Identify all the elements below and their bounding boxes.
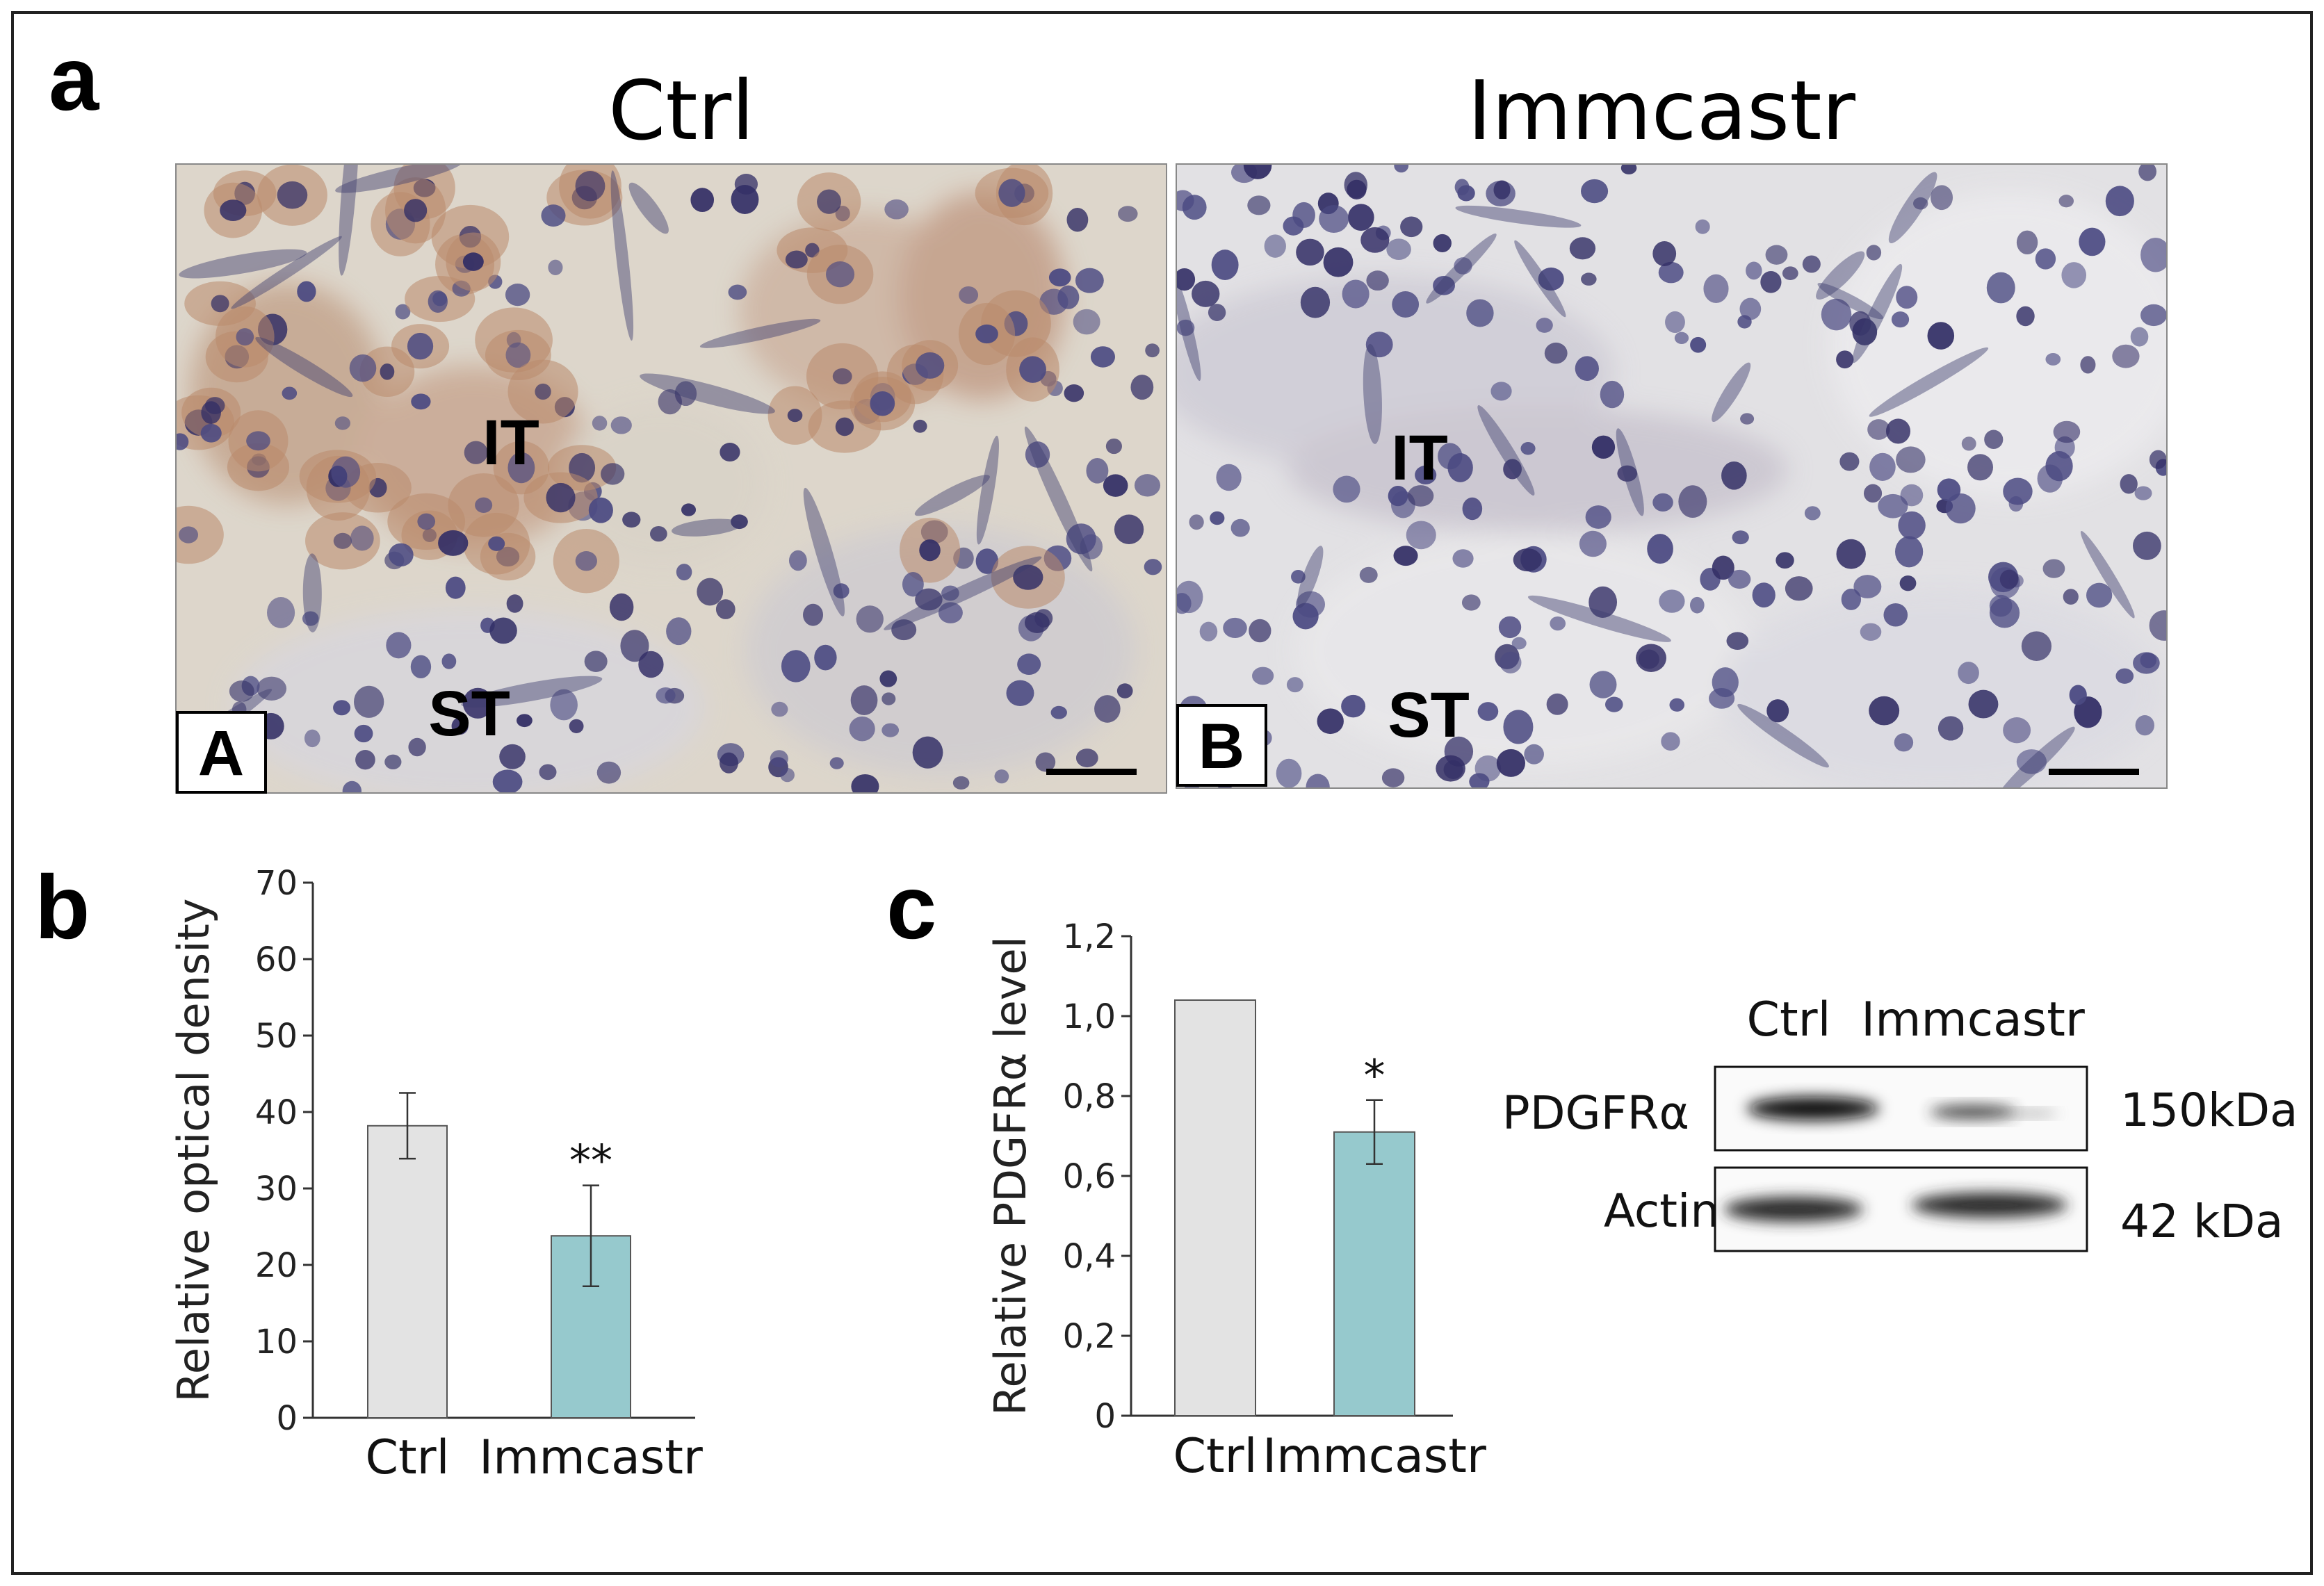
- y-axis-label: Relative optical density: [168, 899, 219, 1403]
- micrograph-immcastr: IT ST B: [1176, 163, 2168, 789]
- y-tick-label: 40: [255, 1093, 298, 1132]
- y-tick-label: 0,2: [1063, 1317, 1116, 1356]
- bar-ctrl: [367, 1125, 448, 1419]
- x-category-label: Immcastr: [479, 1430, 703, 1485]
- micrograph-immcastr-cells: [1176, 164, 2167, 788]
- y-tick-label: 10: [255, 1323, 298, 1362]
- western-blot: Ctrl Immcastr PDGFRα 150kDa Actin 42 kDa: [1502, 992, 2298, 1252]
- y-tick-label: 1,0: [1063, 997, 1116, 1036]
- chart-b: 0 10 20 30 40 50 60 70 Relative optical density C…: [168, 864, 703, 1485]
- sublabel-b: B: [1198, 711, 1244, 782]
- label-st-ctrl: ST: [428, 678, 510, 749]
- y-tick-label: 0,8: [1063, 1077, 1116, 1116]
- label-st-immcastr: ST: [1388, 680, 1470, 751]
- bar-immcastr: [1333, 1131, 1415, 1416]
- micrograph-ctrl: IT ST A: [175, 163, 1167, 794]
- panel-letter-c: c: [886, 856, 936, 958]
- band-actin-immcastr: [1912, 1193, 2067, 1218]
- micrograph-ctrl-cells: [176, 164, 1162, 793]
- scale-bar: [2049, 769, 2139, 775]
- significance-marker: **: [569, 1136, 612, 1186]
- y-tick-label: 20: [255, 1246, 298, 1285]
- chart-c: 0 0,2 0,4 0,6 0,8 1,0 1,2 Relative PDGFRα level…: [985, 917, 1486, 1484]
- blot-protein-pdgfra: PDGFRα: [1502, 1086, 1689, 1140]
- blot-frame-pdgfra: [1714, 1065, 2088, 1152]
- sublabel-box-a: [176, 711, 267, 794]
- y-tick-label: 1,2: [1063, 917, 1116, 956]
- x-category-label: Immcastr: [1262, 1429, 1486, 1484]
- y-axis-label: Relative PDGFRα level: [985, 936, 1036, 1416]
- band-pdgfra-ctrl: [1747, 1097, 1879, 1120]
- blot-lane-ctrl: Ctrl: [1747, 992, 1831, 1047]
- panel-letter-a: a: [49, 28, 100, 129]
- micrograph-title-immcastr: Immcastr: [1468, 63, 1856, 158]
- micrograph-title-ctrl: Ctrl: [608, 63, 754, 158]
- y-tick-label: 70: [255, 864, 298, 903]
- y-tick-label: 50: [255, 1017, 298, 1056]
- y-tick-label: 0: [1094, 1397, 1116, 1436]
- blot-lane-immcastr: Immcastr: [1861, 992, 2085, 1047]
- scale-bar: [1046, 769, 1137, 775]
- y-tick-label: 60: [255, 940, 298, 979]
- x-category-label: Ctrl: [366, 1430, 450, 1485]
- blot-size-pdgfra: 150kDa: [2120, 1084, 2298, 1137]
- band-pdgfra-immcastr: [1930, 1105, 2016, 1119]
- y-tick-label: 0,4: [1063, 1237, 1116, 1276]
- blot-size-actin: 42 kDa: [2120, 1195, 2283, 1248]
- x-category-label: Ctrl: [1173, 1429, 1258, 1484]
- sublabel-a: A: [198, 718, 244, 789]
- y-tick-label: 0,6: [1063, 1157, 1116, 1196]
- blot-protein-actin: Actin: [1604, 1184, 1719, 1238]
- label-it-ctrl: IT: [482, 407, 539, 478]
- y-tick-label: 0: [276, 1399, 298, 1438]
- band-actin-ctrl: [1724, 1197, 1863, 1222]
- significance-marker: *: [1364, 1050, 1386, 1101]
- panel-letter-b: b: [35, 856, 90, 958]
- bar-ctrl: [1174, 999, 1256, 1416]
- sublabel-box-b: [1176, 704, 1267, 787]
- label-it-immcastr: IT: [1391, 423, 1448, 493]
- y-tick-label: 30: [255, 1170, 298, 1209]
